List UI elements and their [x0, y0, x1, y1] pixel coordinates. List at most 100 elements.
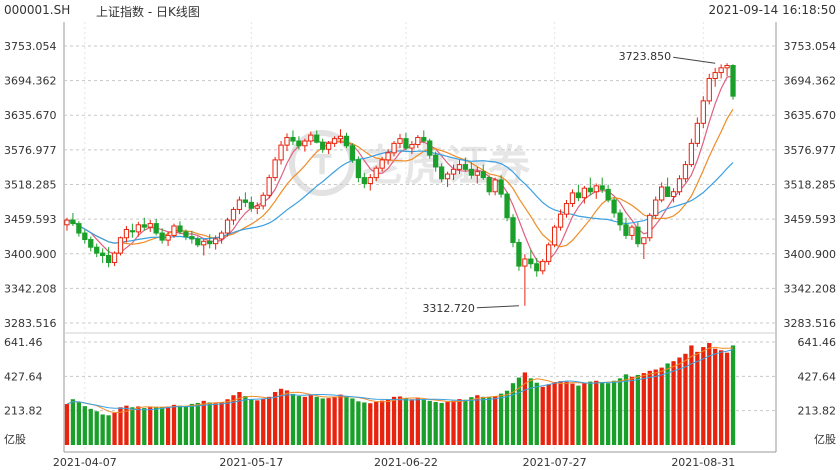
volume-bar [510, 383, 516, 445]
volume-bar [231, 395, 236, 445]
date-axis: 2021-04-07 2021-05-17 2021-06-22 2021-07-27… [53, 456, 735, 469]
date-tick-label: 2021-08-31 [671, 456, 735, 469]
candle-body [207, 240, 213, 245]
candle-body [581, 187, 587, 199]
volume-bar [130, 407, 135, 445]
volume-bar [136, 406, 141, 445]
price-tick-label: 3459.593 [784, 213, 837, 226]
watermark-logo-icon [289, 130, 355, 196]
volume-bar [213, 403, 218, 445]
volume-bar [481, 396, 486, 445]
candle-body [242, 199, 249, 203]
volume-bar [451, 400, 456, 445]
candle-body [480, 171, 486, 179]
candle-body [123, 229, 130, 239]
candle-body [546, 244, 552, 262]
candle-body [587, 187, 593, 193]
volume-bar [617, 378, 623, 445]
volume-bar [374, 401, 379, 445]
candle-body [641, 237, 647, 245]
candle-body [599, 185, 605, 190]
volume-bar [177, 405, 183, 445]
volume-bar [356, 401, 361, 445]
volume-bar [564, 381, 569, 445]
candle-body [88, 239, 94, 248]
chart-timestamp: 2021-09-14 16:18:50 [708, 3, 836, 17]
candle-body [635, 226, 641, 245]
candle-body [664, 186, 671, 197]
volume-unit-label: 亿股 [4, 433, 26, 446]
volume-ma10-line [66, 349, 734, 411]
candle-body [450, 168, 457, 175]
candle-body [724, 64, 730, 69]
volume-bar [385, 399, 391, 445]
volume-bar [724, 352, 730, 445]
price-tick-label: 3576.977 [4, 144, 57, 157]
candle-body [302, 140, 308, 147]
volume-bar [397, 396, 403, 445]
volume-bar [403, 398, 409, 445]
candle-body [278, 144, 284, 161]
volume-bar [433, 401, 438, 445]
volume-bar [308, 395, 313, 445]
volume-bar [463, 399, 468, 445]
volume-bar [701, 347, 706, 445]
candle-body [105, 254, 112, 264]
candle-body [557, 213, 564, 228]
candle-body [510, 217, 516, 243]
candle-body [504, 193, 510, 219]
date-tick-label: 2021-07-27 [523, 456, 587, 469]
volume-bar [255, 400, 260, 445]
price-axis-right: 3753.054 3694.362 3635.670 3576.977 3518.285… [784, 40, 837, 446]
volume-bar [582, 382, 587, 445]
volume-bar [70, 399, 76, 445]
annotation-leader [476, 305, 519, 309]
price-tick-label: 3576.977 [784, 144, 837, 157]
date-tick-label: 2021-06-22 [374, 456, 438, 469]
price-tick-label: 3694.362 [4, 75, 57, 88]
volume-bar [314, 396, 319, 445]
volume-tick-label: 427.64 [4, 370, 43, 383]
date-tick-label: 2021-05-17 [219, 456, 283, 469]
candle-body [712, 72, 718, 79]
price-tick-label: 3518.285 [4, 179, 57, 192]
volume-bar [415, 398, 420, 445]
candle-body [563, 203, 570, 215]
volume-bar [171, 404, 177, 445]
candle-body [676, 178, 683, 193]
candle-body [248, 201, 254, 209]
candle-body [623, 224, 629, 236]
candle-body [629, 226, 635, 236]
candle-body [575, 192, 582, 199]
volume-bar [600, 382, 605, 445]
volume-bar [409, 399, 415, 445]
candle-body [486, 177, 492, 193]
candle-body [617, 212, 623, 226]
candle-body [462, 164, 469, 170]
volume-bar [302, 396, 307, 445]
candle-body [129, 230, 136, 233]
volume-tick-label: 213.82 [4, 405, 43, 418]
candle-body [379, 159, 385, 169]
volume-bar [671, 361, 676, 445]
volume-bar [469, 397, 474, 445]
volume-bar [391, 396, 397, 445]
volume-bar [522, 372, 528, 445]
annotation-label: 3312.720 [422, 302, 475, 315]
candle-body [670, 191, 677, 197]
volume-bar [380, 400, 385, 445]
volume-bar [677, 357, 682, 445]
candle-body [409, 144, 415, 149]
candle-body [611, 199, 617, 214]
volume-bar [635, 374, 641, 445]
volume-bar [159, 407, 165, 445]
candle-body [254, 205, 260, 209]
volume-bar [683, 353, 688, 445]
candle-body [94, 246, 100, 254]
volume-bar [88, 408, 93, 445]
price-tick-label: 3283.516 [4, 317, 57, 330]
candle-body [100, 252, 106, 256]
candle-body [468, 168, 475, 176]
candle-body [337, 135, 344, 140]
